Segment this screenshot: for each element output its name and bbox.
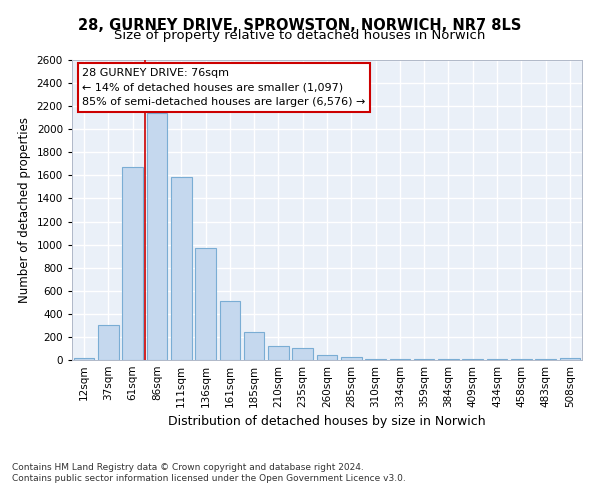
- Text: 28 GURNEY DRIVE: 76sqm
← 14% of detached houses are smaller (1,097)
85% of semi-: 28 GURNEY DRIVE: 76sqm ← 14% of detached…: [82, 68, 365, 107]
- Text: 28, GURNEY DRIVE, SPROWSTON, NORWICH, NR7 8LS: 28, GURNEY DRIVE, SPROWSTON, NORWICH, NR…: [79, 18, 521, 32]
- Bar: [74, 358, 94, 360]
- Bar: [268, 346, 289, 360]
- Bar: [365, 359, 386, 360]
- Bar: [292, 348, 313, 360]
- Bar: [195, 248, 216, 360]
- Y-axis label: Number of detached properties: Number of detached properties: [18, 117, 31, 303]
- Bar: [560, 358, 580, 360]
- Bar: [244, 332, 265, 360]
- Text: Contains public sector information licensed under the Open Government Licence v3: Contains public sector information licen…: [12, 474, 406, 483]
- Bar: [341, 356, 362, 360]
- Bar: [146, 113, 167, 360]
- Bar: [98, 326, 119, 360]
- Bar: [171, 176, 191, 360]
- Bar: [122, 168, 143, 360]
- Text: Size of property relative to detached houses in Norwich: Size of property relative to detached ho…: [115, 29, 485, 42]
- X-axis label: Distribution of detached houses by size in Norwich: Distribution of detached houses by size …: [168, 416, 486, 428]
- Bar: [317, 356, 337, 360]
- Bar: [220, 301, 240, 360]
- Text: Contains HM Land Registry data © Crown copyright and database right 2024.: Contains HM Land Registry data © Crown c…: [12, 462, 364, 471]
